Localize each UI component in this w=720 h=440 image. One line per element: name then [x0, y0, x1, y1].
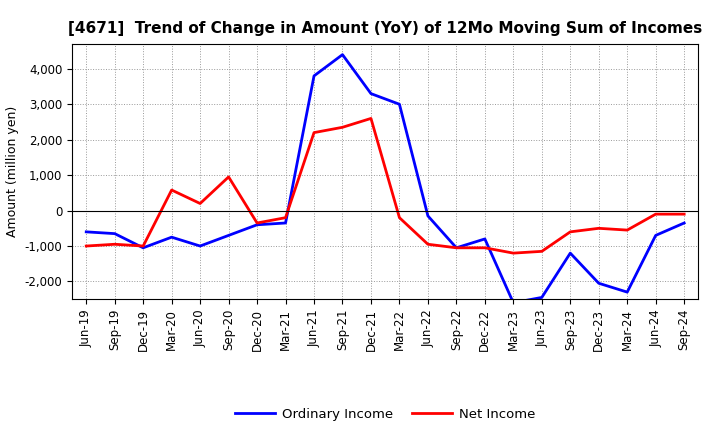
Net Income [167, 187, 176, 193]
Net Income [110, 242, 119, 247]
Net Income [338, 125, 347, 130]
Net Income [680, 212, 688, 217]
Ordinary Income [480, 236, 489, 242]
Ordinary Income [623, 290, 631, 295]
Ordinary Income [595, 281, 603, 286]
Net Income [395, 215, 404, 220]
Net Income [82, 243, 91, 249]
Ordinary Income [167, 235, 176, 240]
Y-axis label: Amount (million yen): Amount (million yen) [6, 106, 19, 237]
Net Income [310, 130, 318, 135]
Net Income [225, 174, 233, 180]
Net Income [366, 116, 375, 121]
Ordinary Income [196, 243, 204, 249]
Net Income [566, 229, 575, 235]
Ordinary Income [537, 295, 546, 300]
Net Income [196, 201, 204, 206]
Ordinary Income [366, 91, 375, 96]
Ordinary Income [253, 222, 261, 227]
Ordinary Income [139, 245, 148, 250]
Ordinary Income [680, 220, 688, 226]
Net Income [652, 212, 660, 217]
Net Income [282, 215, 290, 220]
Ordinary Income [282, 220, 290, 226]
Ordinary Income [395, 102, 404, 107]
Net Income [452, 245, 461, 250]
Ordinary Income [566, 250, 575, 256]
Line: Net Income: Net Income [86, 118, 684, 253]
Ordinary Income [423, 213, 432, 219]
Net Income [480, 245, 489, 250]
Ordinary Income [110, 231, 119, 236]
Net Income [253, 220, 261, 226]
Net Income [595, 226, 603, 231]
Ordinary Income [82, 229, 91, 235]
Ordinary Income [310, 73, 318, 78]
Net Income [139, 243, 148, 249]
Legend: Ordinary Income, Net Income: Ordinary Income, Net Income [230, 403, 540, 426]
Net Income [623, 227, 631, 233]
Title: [4671]  Trend of Change in Amount (YoY) of 12Mo Moving Sum of Incomes: [4671] Trend of Change in Amount (YoY) o… [68, 21, 702, 36]
Ordinary Income [509, 300, 518, 305]
Net Income [537, 249, 546, 254]
Ordinary Income [652, 233, 660, 238]
Ordinary Income [225, 233, 233, 238]
Net Income [423, 242, 432, 247]
Net Income [509, 250, 518, 256]
Ordinary Income [338, 52, 347, 57]
Ordinary Income [452, 245, 461, 250]
Line: Ordinary Income: Ordinary Income [86, 55, 684, 303]
